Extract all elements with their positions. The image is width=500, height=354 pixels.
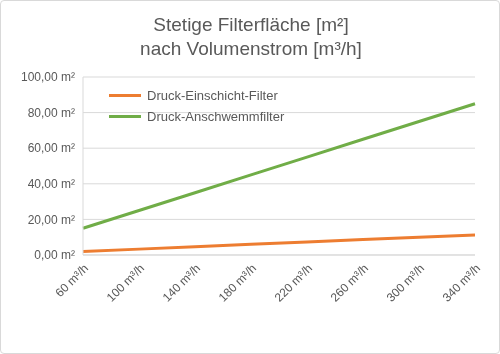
svg-text:340 m³/h: 340 m³/h — [440, 261, 483, 304]
html-text:Stetige Filterfläche [m²]: Stetige Filterfläche [m²] — [153, 14, 349, 35]
svg-text:60,00 m²: 60,00 m² — [28, 141, 75, 155]
svg-text:260 m³/h: 260 m³/h — [328, 261, 371, 304]
svg-text:220 m³/h: 220 m³/h — [272, 261, 315, 304]
html-text:Druck-Einschicht-Filter: Druck-Einschicht-Filter — [147, 88, 278, 103]
svg-text:140 m³/h: 140 m³/h — [160, 261, 203, 304]
svg-text:80,00 m²: 80,00 m² — [28, 106, 75, 120]
svg-text:40,00 m²: 40,00 m² — [28, 177, 75, 191]
svg-text:0,00 m²: 0,00 m² — [34, 248, 75, 262]
svg-text:300 m³/h: 300 m³/h — [384, 261, 427, 304]
svg-text:180 m³/h: 180 m³/h — [216, 261, 259, 304]
html-text:nach Volumenstrom [m³/h]: nach Volumenstrom [m³/h] — [140, 38, 362, 59]
svg-text:100 m³/h: 100 m³/h — [104, 261, 147, 304]
svg-text:60 m³/h: 60 m³/h — [52, 261, 91, 300]
svg-text:100,00 m²: 100,00 m² — [21, 70, 75, 84]
svg-text:20,00 m²: 20,00 m² — [28, 213, 75, 227]
html-text:Druck-Anschwemmfilter: Druck-Anschwemmfilter — [147, 109, 285, 124]
